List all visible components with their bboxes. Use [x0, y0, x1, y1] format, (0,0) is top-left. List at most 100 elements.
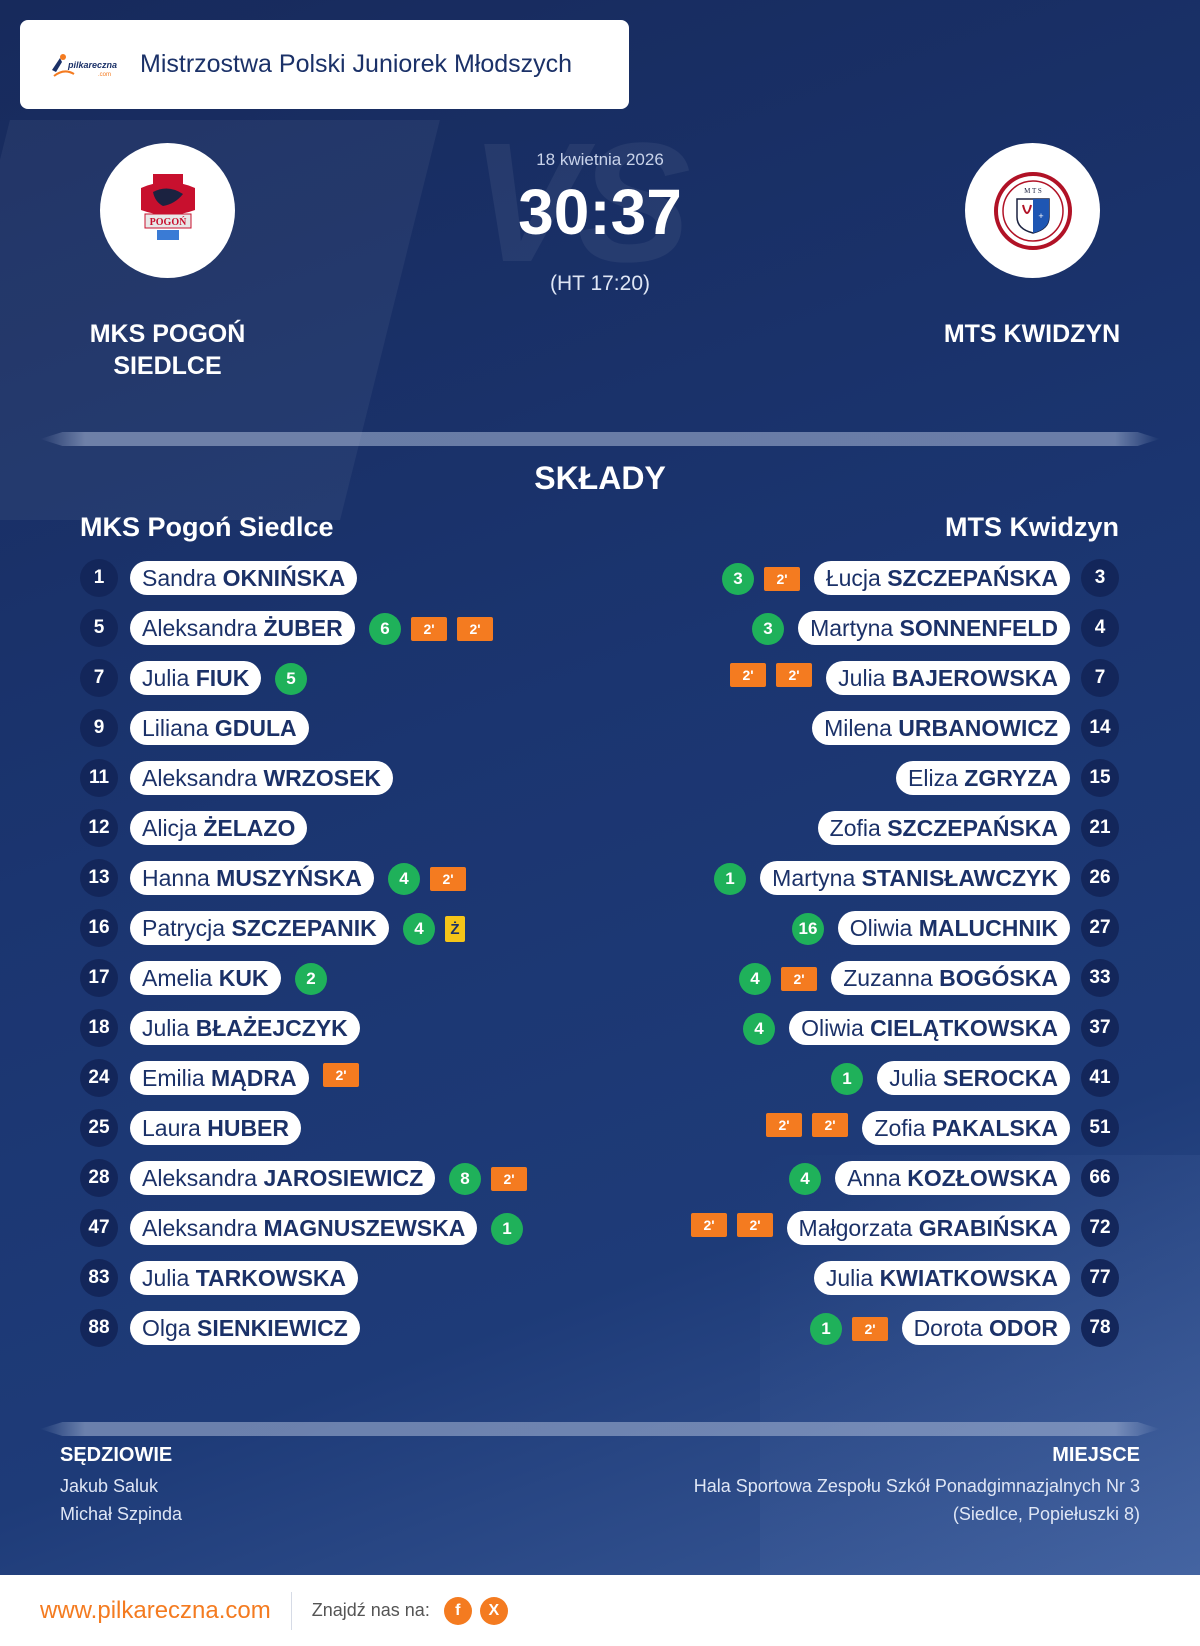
player-name: Emilia MĄDRA	[130, 1061, 309, 1095]
player-number: 17	[80, 959, 118, 997]
player-name: Oliwia CIELĄTKOWSKA	[789, 1011, 1070, 1045]
player-row[interactable]: 7 Julia FIUK 5	[0, 659, 600, 709]
suspension-badge: 2'	[323, 1063, 359, 1087]
suspension-badge: 2'	[781, 967, 817, 991]
player-row[interactable]: 21 Zofia SZCZEPAŃSKA	[0, 809, 1200, 859]
player-stats: 3 2'	[722, 563, 800, 595]
player-row[interactable]: 9 Liliana GDULA	[0, 709, 600, 759]
player-row[interactable]: 5 Aleksandra ŻUBER 6 2' 2'	[0, 609, 600, 659]
player-row[interactable]: 77 Julia KWIATKOWSKA	[0, 1259, 1200, 1309]
competition-title: Mistrzostwa Polski Juniorek Młodszych	[140, 50, 573, 78]
player-name: Julia FIUK	[130, 661, 262, 695]
venue-name: Hala Sportowa Zespołu Szkół Ponadgimnazj…	[693, 1476, 1140, 1496]
player-row[interactable]: 12 Alicja ŻELAZO	[0, 809, 600, 859]
player-name: Alicja ŻELAZO	[130, 811, 308, 845]
player-row[interactable]: 83 Julia TARKOWSKA	[0, 1259, 600, 1309]
player-row[interactable]: 14 Milena URBANOWICZ	[0, 709, 1200, 759]
player-first-name: Alicja	[142, 815, 197, 841]
player-name: Sandra OKNIŃSKA	[130, 561, 358, 595]
player-number: 51	[1081, 1109, 1119, 1147]
player-number: 16	[80, 909, 118, 947]
player-row[interactable]: 17 Amelia KUK 2	[0, 959, 600, 1009]
player-name: Dorota ODOR	[901, 1311, 1070, 1345]
player-first-name: Aleksandra	[142, 615, 258, 641]
pogon-crest-icon: POGOŃ	[140, 173, 195, 240]
player-number: 4	[1081, 609, 1119, 647]
player-number: 25	[80, 1109, 118, 1147]
site-link[interactable]: www.pilkareczna.com	[40, 1596, 271, 1624]
player-stats: 5	[275, 663, 307, 695]
player-first-name: Zofia	[874, 1115, 926, 1141]
player-row[interactable]: 37 Oliwia CIELĄTKOWSKA 4	[0, 1009, 1200, 1059]
player-row[interactable]: 27 Oliwia MALUCHNIK 16	[0, 909, 1200, 959]
suspension-badge: 2'	[852, 1317, 888, 1341]
player-first-name: Łucja	[825, 565, 881, 591]
player-name: Milena URBANOWICZ	[812, 711, 1070, 745]
player-last-name: OKNIŃSKA	[222, 565, 346, 591]
player-row[interactable]: 28 Aleksandra JAROSIEWICZ 8 2'	[0, 1159, 600, 1209]
goals-badge: 4	[388, 863, 420, 895]
player-row[interactable]: 66 Anna KOZŁOWSKA 4	[0, 1159, 1200, 1209]
player-row[interactable]: 88 Olga SIENKIEWICZ	[0, 1309, 600, 1359]
find-us-label: Znajdź nas na:	[311, 1600, 430, 1620]
goals-badge: 4	[743, 1013, 775, 1045]
player-stats: 4 2'	[739, 963, 817, 995]
player-name: Aleksandra WRZOSEK	[130, 761, 394, 795]
player-row[interactable]: 7 Julia BAJEROWSKA 2' 2'	[0, 659, 1200, 709]
player-stats: 2' 2'	[730, 663, 812, 687]
player-name: Aleksandra JAROSIEWICZ	[130, 1161, 436, 1195]
player-first-name: Amelia	[142, 965, 213, 991]
player-row[interactable]: 72 Małgorzata GRABIŃSKA 2' 2'	[0, 1209, 1200, 1259]
player-row[interactable]: 15 Eliza ZGRYZA	[0, 759, 1200, 809]
player-row[interactable]: 24 Emilia MĄDRA 2'	[0, 1059, 600, 1109]
player-last-name: ODOR	[989, 1315, 1058, 1341]
player-last-name: BOGÓSKA	[939, 965, 1058, 991]
player-stats: 16	[792, 913, 824, 945]
away-team-logo[interactable]: M T S +	[965, 143, 1100, 278]
player-last-name: ŻUBER	[263, 615, 343, 641]
home-team-logo[interactable]: POGOŃ	[100, 143, 235, 278]
player-row[interactable]: 18 Julia BŁAŻEJCZYK	[0, 1009, 600, 1059]
player-row[interactable]: 13 Hanna MUSZYŃSKA 4 2'	[0, 859, 600, 909]
player-row[interactable]: 47 Aleksandra MAGNUSZEWSKA 1	[0, 1209, 600, 1259]
player-last-name: MUSZYŃSKA	[216, 865, 362, 891]
away-team-name: MTS KWIDZYN	[943, 320, 1121, 348]
player-row[interactable]: 4 Martyna SONNENFELD 3	[0, 609, 1200, 659]
player-row[interactable]: 16 Patrycja SZCZEPANIK 4 Ż	[0, 909, 600, 959]
suspension-badge: 2'	[730, 663, 766, 687]
player-last-name: MALUCHNIK	[918, 915, 1058, 941]
player-name: Liliana GDULA	[130, 711, 309, 745]
player-row[interactable]: 1 Sandra OKNIŃSKA	[0, 559, 600, 609]
goals-badge: 1	[491, 1213, 523, 1245]
suspension-badge: 2'	[430, 867, 466, 891]
player-row[interactable]: 41 Julia SEROCKA 1	[0, 1059, 1200, 1109]
pilkareczna-logo[interactable]: pilkareczna .com	[50, 50, 122, 80]
player-row[interactable]: 78 Dorota ODOR 1 2'	[0, 1309, 1200, 1359]
player-last-name: JAROSIEWICZ	[263, 1165, 424, 1191]
logo-text: pilkareczna	[67, 60, 117, 70]
player-first-name: Martyna	[810, 615, 894, 641]
player-row[interactable]: 3 Łucja SZCZEPAŃSKA 3 2'	[0, 559, 1200, 609]
svg-text:+: +	[1038, 211, 1043, 221]
section-title: SKŁADY	[534, 460, 666, 496]
player-last-name: STANISŁAWCZYK	[861, 865, 1058, 891]
facebook-icon[interactable]: f	[443, 1596, 472, 1625]
player-row[interactable]: 26 Martyna STANISŁAWCZYK 1	[0, 859, 1200, 909]
referee-name: Jakub Saluk	[60, 1476, 159, 1496]
player-name: Julia KWIATKOWSKA	[813, 1261, 1070, 1295]
player-number: 21	[1081, 809, 1119, 847]
player-row[interactable]: 25 Laura HUBER	[0, 1109, 600, 1159]
player-name: Julia BAJEROWSKA	[826, 661, 1070, 695]
player-first-name: Anna	[847, 1165, 901, 1191]
player-row[interactable]: 33 Zuzanna BOGÓSKA 4 2'	[0, 959, 1200, 1009]
player-stats: 4	[743, 1013, 775, 1045]
player-row[interactable]: 51 Zofia PAKALSKA 2' 2'	[0, 1109, 1200, 1159]
player-first-name: Olga	[142, 1315, 191, 1341]
player-stats: 4	[789, 1163, 821, 1195]
player-row[interactable]: 11 Aleksandra WRZOSEK	[0, 759, 600, 809]
player-first-name: Zuzanna	[843, 965, 933, 991]
home-logo-text: POGOŃ	[149, 216, 186, 228]
x-icon[interactable]: X	[479, 1596, 508, 1625]
player-number: 66	[1081, 1159, 1119, 1197]
player-last-name: ZGRYZA	[964, 765, 1058, 791]
